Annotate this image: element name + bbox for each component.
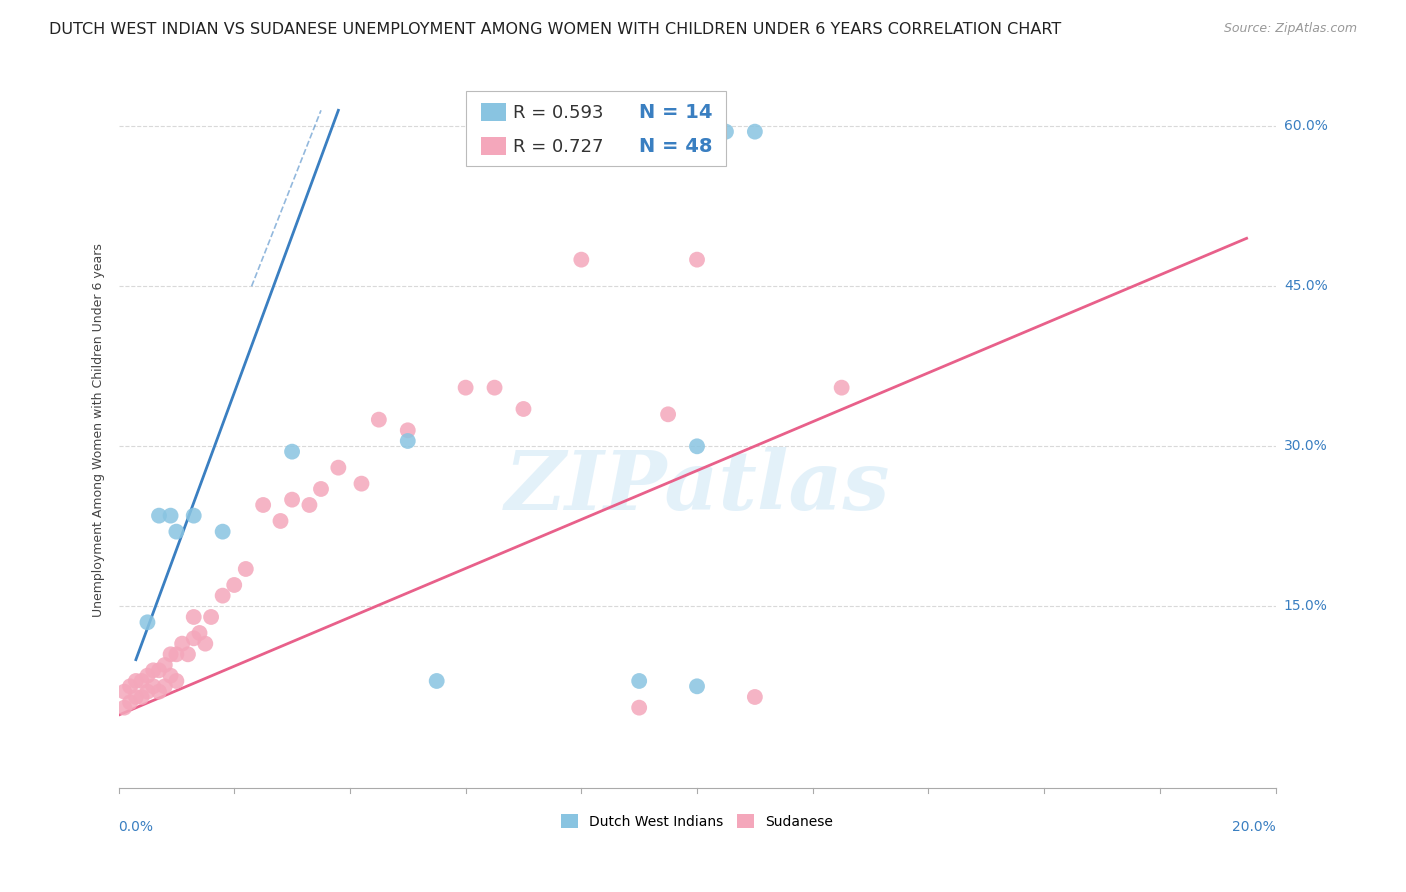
Point — [183, 610, 205, 624]
Point — [569, 252, 592, 267]
Text: DUTCH WEST INDIAN VS SUDANESE UNEMPLOYMENT AMONG WOMEN WITH CHILDREN UNDER 6 YEA: DUTCH WEST INDIAN VS SUDANESE UNEMPLOYME… — [49, 22, 1062, 37]
Point — [396, 423, 419, 437]
Point — [454, 381, 477, 395]
Point — [125, 673, 148, 688]
Point — [125, 690, 148, 704]
Point — [142, 663, 165, 677]
Text: 60.0%: 60.0% — [1284, 120, 1327, 133]
Text: 0.0%: 0.0% — [118, 820, 153, 834]
Point — [686, 252, 709, 267]
Point — [281, 444, 304, 458]
Point — [148, 684, 170, 698]
FancyBboxPatch shape — [481, 137, 506, 155]
Text: ZIPatlas: ZIPatlas — [505, 448, 890, 527]
Point — [367, 412, 389, 426]
Point — [131, 673, 153, 688]
Point — [188, 626, 211, 640]
Point — [484, 381, 506, 395]
Point — [112, 684, 135, 698]
Point — [628, 673, 651, 688]
Point — [183, 508, 205, 523]
Point — [159, 648, 181, 662]
Point — [165, 648, 187, 662]
Point — [628, 700, 651, 714]
Text: Source: ZipAtlas.com: Source: ZipAtlas.com — [1223, 22, 1357, 36]
Point — [396, 434, 419, 448]
Point — [744, 125, 766, 139]
Point — [328, 460, 350, 475]
Point — [657, 407, 679, 421]
Point — [148, 663, 170, 677]
Y-axis label: Unemployment Among Women with Children Under 6 years: Unemployment Among Women with Children U… — [93, 244, 105, 617]
Legend: Dutch West Indians, Sudanese: Dutch West Indians, Sudanese — [555, 808, 838, 834]
Text: 30.0%: 30.0% — [1284, 440, 1327, 453]
Text: 45.0%: 45.0% — [1284, 279, 1327, 293]
Point — [200, 610, 222, 624]
Point — [142, 679, 165, 693]
Point — [235, 562, 257, 576]
Text: N = 48: N = 48 — [640, 137, 713, 156]
Point — [177, 648, 200, 662]
Point — [224, 578, 246, 592]
Point — [194, 637, 217, 651]
Point — [211, 589, 233, 603]
Point — [172, 637, 194, 651]
Point — [686, 679, 709, 693]
Point — [183, 632, 205, 646]
Text: R = 0.727: R = 0.727 — [513, 137, 603, 155]
Point — [270, 514, 292, 528]
Point — [714, 125, 737, 139]
Point — [165, 524, 187, 539]
Point — [211, 524, 233, 539]
Text: 15.0%: 15.0% — [1284, 599, 1327, 614]
Text: R = 0.593: R = 0.593 — [513, 103, 603, 121]
Point — [148, 508, 170, 523]
Point — [686, 439, 709, 453]
Point — [136, 615, 159, 630]
Point — [153, 679, 176, 693]
Point — [153, 657, 176, 672]
Point — [426, 673, 449, 688]
Point — [252, 498, 274, 512]
Text: N = 14: N = 14 — [640, 103, 713, 122]
Point — [120, 679, 142, 693]
Point — [159, 668, 181, 682]
FancyBboxPatch shape — [465, 91, 725, 166]
Point — [512, 401, 534, 416]
Point — [112, 700, 135, 714]
Point — [281, 492, 304, 507]
Point — [136, 684, 159, 698]
Point — [131, 690, 153, 704]
Point — [120, 695, 142, 709]
Text: 20.0%: 20.0% — [1232, 820, 1275, 834]
Point — [298, 498, 321, 512]
Point — [165, 673, 187, 688]
Point — [309, 482, 332, 496]
Point — [350, 476, 373, 491]
Point — [744, 690, 766, 704]
Point — [136, 668, 159, 682]
Point — [831, 381, 853, 395]
FancyBboxPatch shape — [481, 103, 506, 121]
Point — [159, 508, 181, 523]
